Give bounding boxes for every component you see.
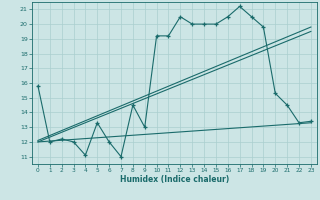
- X-axis label: Humidex (Indice chaleur): Humidex (Indice chaleur): [120, 175, 229, 184]
